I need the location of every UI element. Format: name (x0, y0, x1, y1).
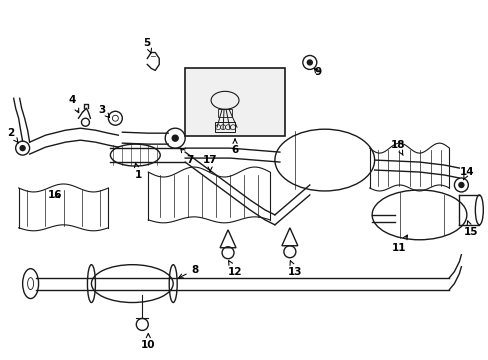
Text: 5: 5 (143, 37, 151, 53)
Bar (185, 68, 285, 136)
Circle shape (306, 60, 312, 65)
Text: 4: 4 (69, 95, 79, 113)
Text: 9: 9 (314, 67, 321, 77)
Text: 14: 14 (459, 167, 474, 180)
Text: 8: 8 (178, 265, 198, 278)
Text: 16: 16 (48, 190, 62, 200)
Bar (215, 122, 235, 132)
Text: 2: 2 (7, 128, 19, 143)
Text: 11: 11 (391, 235, 407, 253)
Text: 10: 10 (141, 334, 155, 350)
Text: 6: 6 (231, 139, 238, 155)
Text: 15: 15 (463, 221, 478, 237)
Circle shape (458, 183, 463, 188)
Bar (218, 109, 232, 117)
Text: 13: 13 (287, 261, 302, 276)
Text: 17: 17 (203, 155, 217, 171)
Text: 7: 7 (180, 148, 193, 165)
Circle shape (172, 135, 178, 141)
Text: 3: 3 (99, 105, 109, 117)
Text: 18: 18 (389, 140, 404, 156)
Text: 1: 1 (134, 163, 142, 180)
Text: 12: 12 (227, 261, 242, 276)
Circle shape (20, 146, 25, 150)
